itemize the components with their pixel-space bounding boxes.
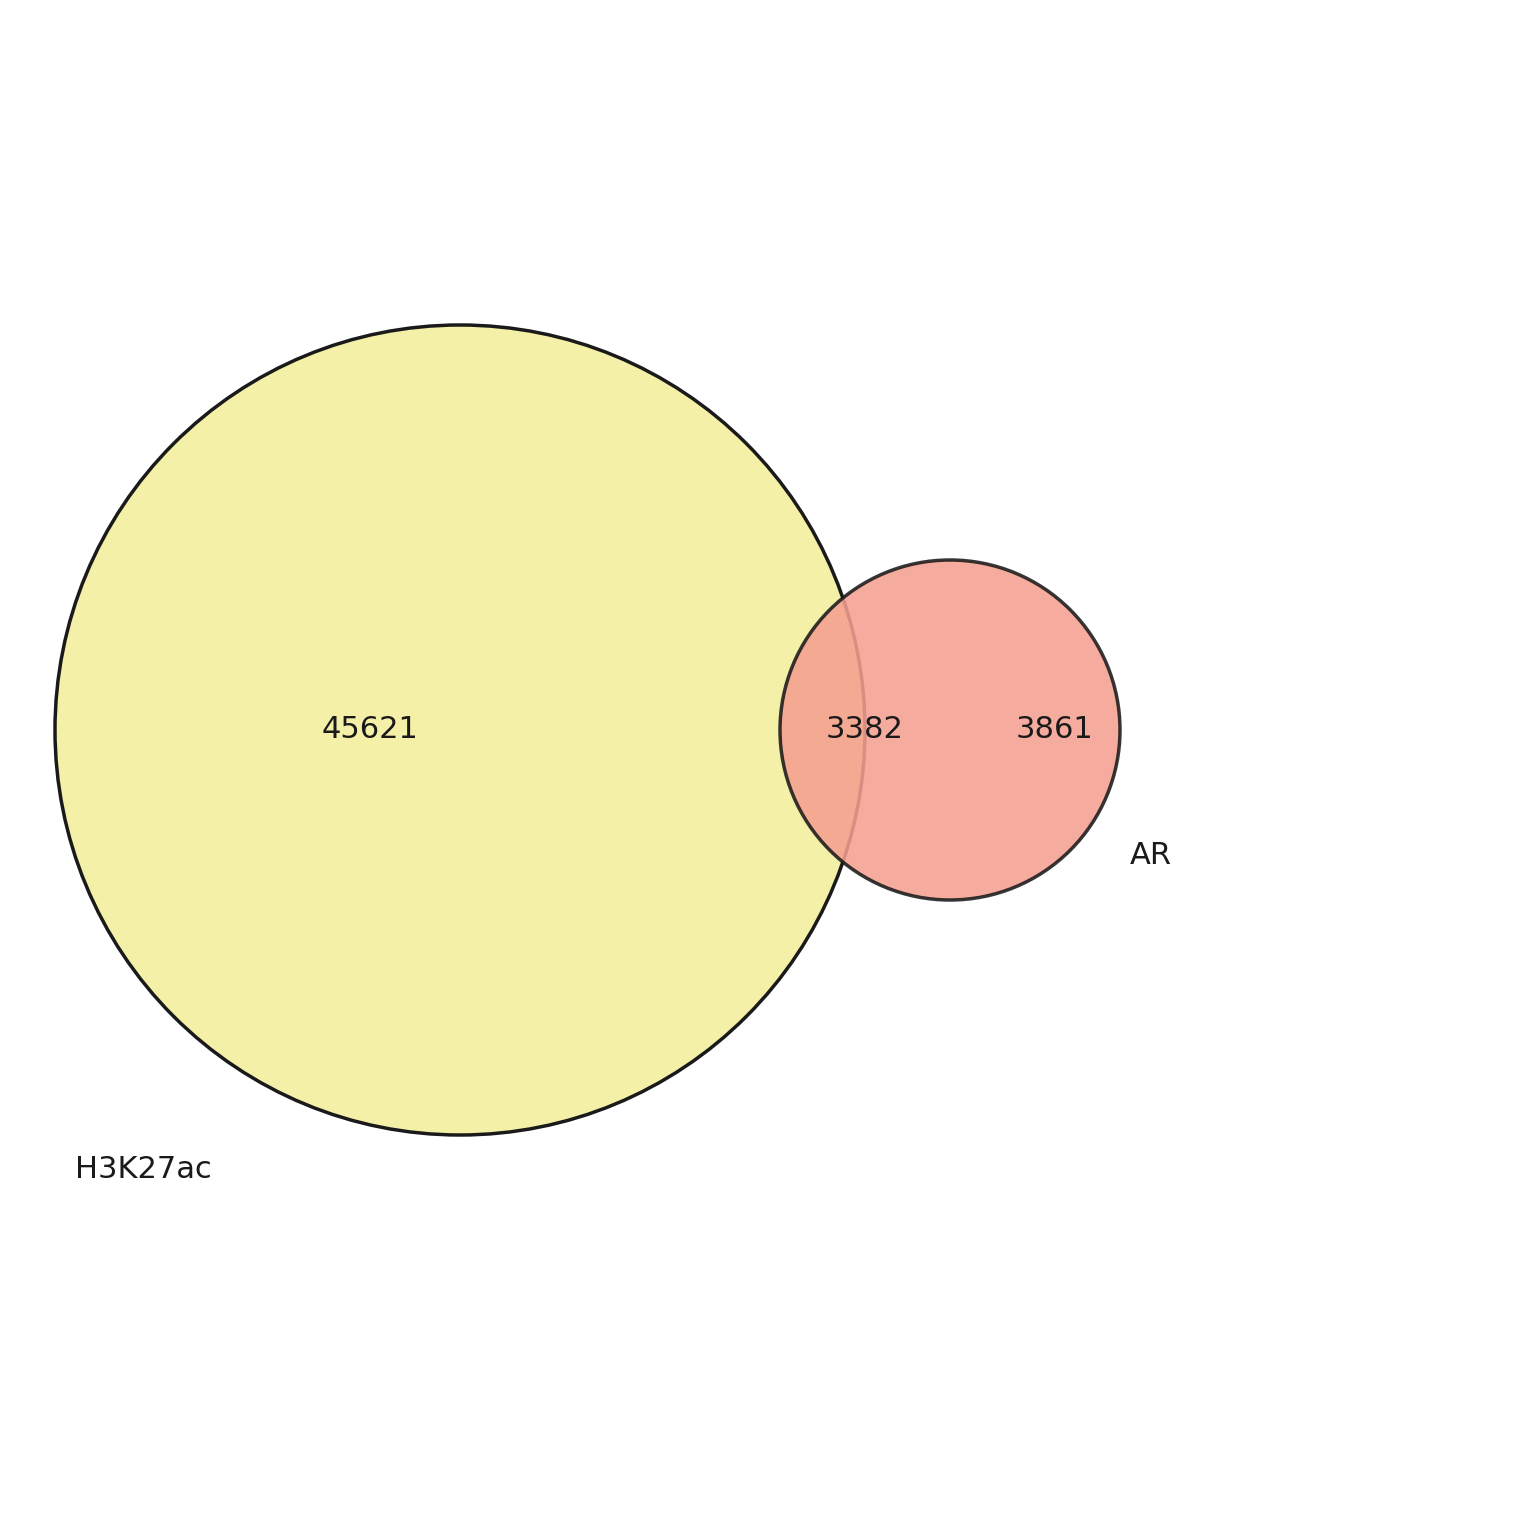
- Text: 3382: 3382: [826, 716, 905, 745]
- Text: AR: AR: [1130, 840, 1172, 869]
- Text: H3K27ac: H3K27ac: [75, 1155, 212, 1184]
- Circle shape: [780, 561, 1120, 900]
- Text: 45621: 45621: [321, 716, 418, 745]
- Text: 3861: 3861: [1017, 716, 1094, 745]
- Circle shape: [55, 326, 865, 1135]
